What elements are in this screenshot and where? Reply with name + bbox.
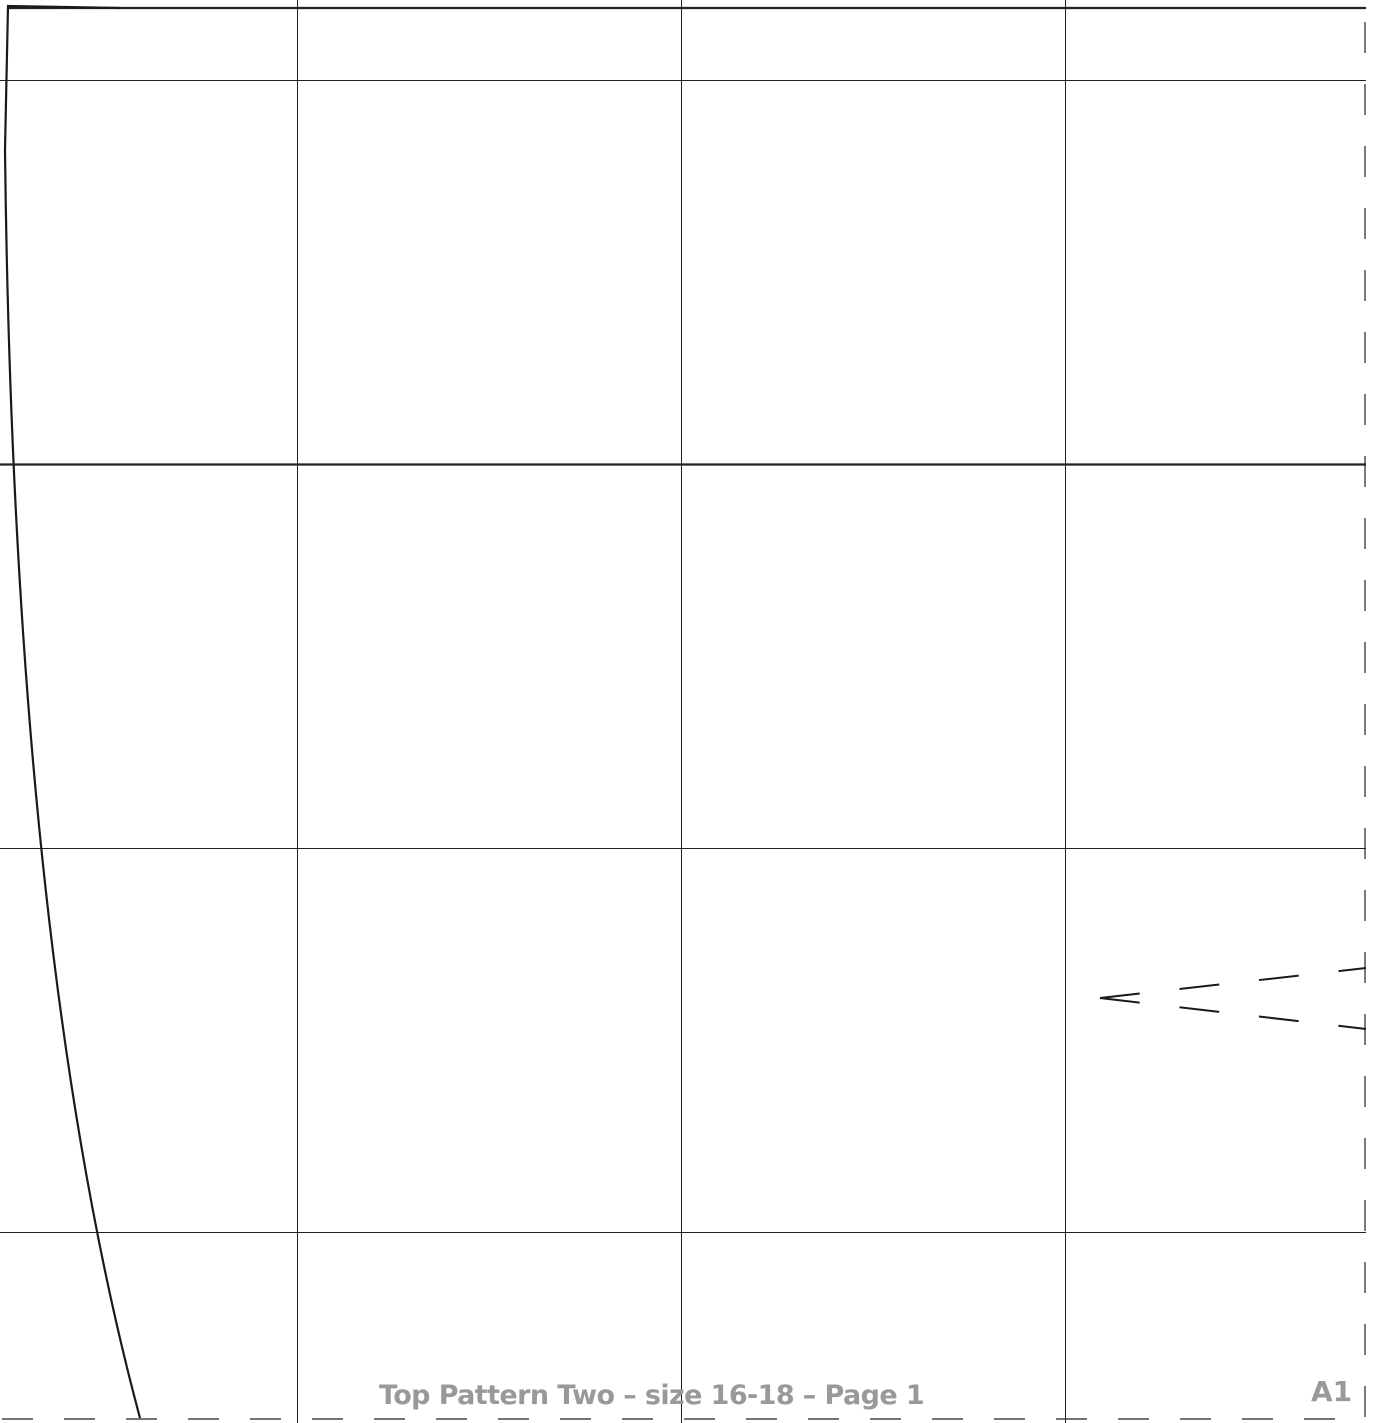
pattern-edge-line [3,4,142,1419]
registration-lines [0,6,1366,466]
dart-lines [1099,967,1367,1030]
dart-lower-leg [1099,997,1367,1030]
dart-upper-leg [1099,967,1367,999]
grid-horizontal-lines [0,80,1366,1233]
grid-vertical-lines [297,0,1066,1423]
page-title: Top Pattern Two – size 16-18 – Page 1 [379,1380,925,1411]
page-code: A1 [1311,1375,1353,1408]
